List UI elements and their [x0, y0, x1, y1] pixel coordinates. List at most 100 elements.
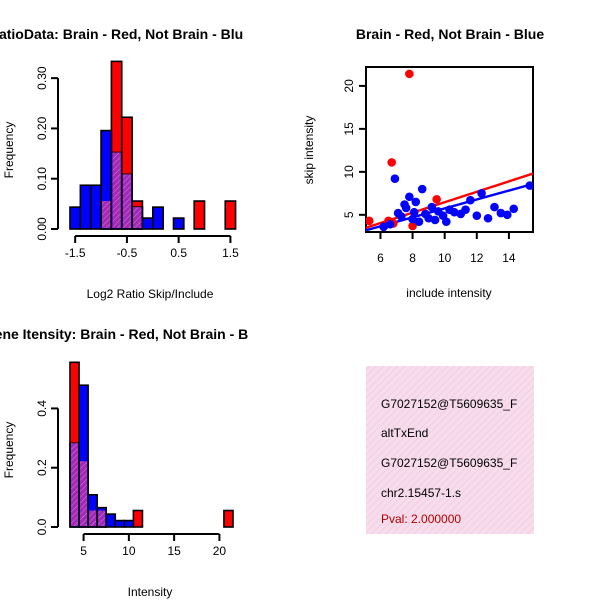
scatter-point-brain-4 [408, 221, 417, 231]
ratio-bar-notbrain-2 [89, 184, 102, 230]
scatter-plot-frame [365, 66, 534, 233]
ratio-bar-notbrain-0 [69, 206, 82, 230]
intensity-bar-brain-5 [223, 509, 234, 528]
intensity-bar-overlap-3 [98, 510, 106, 526]
scatter-axes: 6 8 10 12 14 5 10 15 20 [342, 79, 516, 265]
scatter-point-notbrain-16 [430, 215, 440, 225]
info-box-background [366, 366, 534, 534]
scatter-point-notbrain-23 [461, 205, 470, 214]
scatter-point-notbrain-6 [401, 203, 411, 213]
intensity-histogram-axes: 5 10 15 20 0.0 0.2 0.4 [35, 400, 226, 558]
scatter-x-tick-label-1: 8 [409, 251, 416, 265]
ratio-y-tick-label-1: 0.10 [35, 167, 49, 191]
intensity-x-tick-label-0: 5 [80, 544, 87, 558]
ratio-bar-overlap-1 [112, 152, 121, 228]
scatter-point-notbrain-15 [427, 202, 437, 212]
scatter-point-notbrain-12 [417, 184, 427, 194]
info-box-line1: G7027152@T5609635_F [381, 397, 517, 411]
scatter-point-notbrain-32 [525, 181, 533, 190]
ratio-y-tick-label-0: 0.00 [35, 217, 49, 241]
intensity-bar-notbrain-5 [114, 519, 126, 528]
scatter-point-notbrain-1 [385, 219, 395, 229]
scatter-y-tick-label-1: 10 [342, 165, 356, 179]
ratio-bar-brain-4 [193, 200, 206, 230]
intensity-histogram-title: Gene Itensity: Brain - Red, Not Brain - … [0, 326, 248, 342]
scatter-y-tick-label-3: 20 [342, 79, 356, 93]
scatter-point-notbrain-7 [405, 192, 414, 202]
ratio-bar-overlap-2 [122, 174, 132, 228]
scatter-point-notbrain-19 [441, 217, 451, 226]
intensity-bar-overlap-0 [71, 443, 79, 526]
ratio-y-tick-label-2: 0.20 [35, 116, 49, 140]
scatter-x-tick-label-0: 6 [377, 251, 384, 265]
intensity-bar-notbrain-6 [123, 519, 135, 528]
scatter-point-notbrain-30 [503, 210, 512, 220]
scatter-point-notbrain-10 [411, 197, 421, 207]
scatter-x-tick-label-3: 12 [470, 251, 484, 265]
scatter-point-brain-2 [387, 158, 396, 167]
scatter-y-tick-label-0: 5 [342, 211, 356, 218]
ratio-bar-overlap-3 [133, 207, 142, 228]
intensity-bar-brain-4 [132, 509, 144, 528]
ratio-bar-overlap-0 [102, 201, 111, 228]
ratio-bar-notbrain-7 [141, 217, 154, 230]
intensity-histogram-ylabel: Frequency [2, 422, 16, 479]
scatter-panel: Brain - Red, Not Brain - Blue 6 8 10 12 14 5 1… [302, 26, 544, 300]
scatter-points [366, 69, 533, 232]
scatter-ylabel: skip intensity [302, 116, 316, 185]
ratio-x-tick-label-1: -0.5 [117, 246, 138, 260]
scatter-point-brain-0 [366, 216, 374, 226]
ratio-bar-notbrain-9 [172, 217, 185, 230]
scatter-xlabel: include intensity [406, 286, 491, 300]
intensity-histogram-xlabel: Intensity [128, 585, 173, 599]
intensity-x-tick-label-2: 15 [167, 544, 181, 558]
info-box-pval: Pval: 2.000000 [381, 512, 461, 526]
scatter-point-notbrain-11 [414, 217, 424, 226]
scatter-point-notbrain-25 [472, 211, 482, 220]
intensity-y-tick-label-1: 0.2 [35, 459, 49, 476]
scatter-fit-brain [366, 172, 533, 229]
ratio-histogram-title: RatioData: Brain - Red, Not Brain - Blu [0, 26, 243, 42]
ratio-bar-notbrain-8 [151, 206, 164, 230]
scatter-title: Brain - Red, Not Brain - Blue [356, 26, 544, 42]
ratio-histogram-panel: RatioData: Brain - Red, Not Brain - Blu … [0, 26, 243, 301]
ratio-x-tick-label-3: 1.5 [222, 246, 239, 260]
intensity-bar-notbrain-4 [105, 513, 117, 528]
ratio-histogram-bars [69, 60, 237, 230]
intensity-histogram-bars [69, 361, 234, 528]
intensity-bar-overlap-1 [80, 461, 88, 526]
scatter-x-tick-label-4: 14 [502, 251, 516, 265]
scatter-point-notbrain-31 [509, 204, 519, 214]
scatter-point-notbrain-26 [477, 189, 486, 198]
intensity-histogram-panel: Gene Itensity: Brain - Red, Not Brain - … [0, 326, 248, 599]
ratio-x-tick-label-2: 0.5 [170, 246, 187, 260]
ratio-bar-brain-5 [224, 200, 237, 230]
scatter-point-notbrain-4 [397, 212, 406, 221]
intensity-bar-notbrain-1 [78, 384, 89, 528]
info-box-line2: altTxEnd [381, 426, 428, 440]
info-box-panel: G7027152@T5609635_F altTxEnd G7027152@T5… [366, 366, 534, 534]
scatter-point-brain-3 [405, 69, 414, 79]
scatter-y-tick-label-2: 15 [342, 122, 356, 136]
intensity-y-tick-label-2: 0.4 [35, 400, 49, 417]
intensity-x-tick-label-3: 20 [213, 544, 227, 558]
intensity-x-tick-label-1: 10 [122, 544, 136, 558]
ratio-histogram-xlabel: Log2 Ratio Skip/Include [87, 287, 214, 301]
scatter-point-notbrain-27 [483, 213, 493, 223]
ratio-histogram-axes: -1.5 -0.5 0.5 1.5 0.00 0.10 0.20 0.30 [35, 66, 239, 260]
scatter-point-notbrain-9 [409, 207, 419, 217]
scatter-x-tick-label-2: 10 [438, 251, 452, 265]
scatter-point-notbrain-2 [390, 174, 400, 184]
ratio-x-tick-label-0: -1.5 [65, 246, 86, 260]
info-box-line4: chr2.15457-1.s [381, 486, 461, 500]
info-box-line3: G7027152@T5609635_F [381, 456, 517, 470]
ratio-bar-notbrain-1 [79, 184, 92, 230]
ratio-histogram-ylabel: Frequency [2, 122, 16, 179]
intensity-y-tick-label-0: 0.0 [35, 518, 49, 535]
intensity-bar-overlap-2 [89, 510, 97, 526]
ratio-y-tick-label-3: 0.30 [35, 66, 49, 90]
scatter-point-notbrain-28 [490, 202, 499, 212]
scatter-point-brain-5 [432, 195, 441, 204]
scatter-point-notbrain-24 [466, 195, 475, 205]
